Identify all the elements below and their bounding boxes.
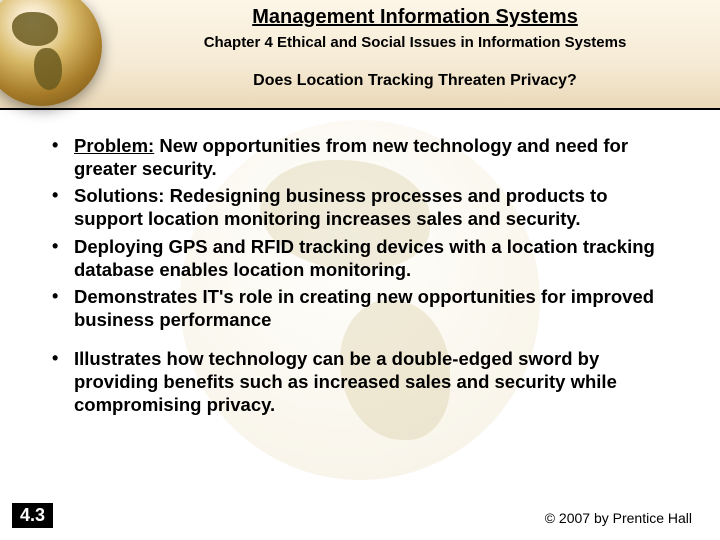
page-number-badge: 4.3 xyxy=(12,503,53,528)
bullet-item: Illustrates how technology can be a doub… xyxy=(46,347,674,416)
chapter-line: Chapter 4 Ethical and Social Issues in I… xyxy=(130,34,700,51)
bullet-gap xyxy=(46,335,674,347)
bullet-list-2: Illustrates how technology can be a doub… xyxy=(46,347,674,416)
slide-content: Problem: New opportunities from new tech… xyxy=(0,110,720,416)
continent-shape xyxy=(34,48,62,90)
bullet-text: Solutions: Redesigning business processe… xyxy=(74,185,608,229)
bullet-list: Problem: New opportunities from new tech… xyxy=(46,134,674,331)
bullet-text: Demonstrates IT's role in creating new o… xyxy=(74,286,654,330)
slide-title: Management Information Systems xyxy=(130,6,700,29)
bullet-text: Deploying GPS and RFID tracking devices … xyxy=(74,236,655,280)
bullet-item: Deploying GPS and RFID tracking devices … xyxy=(46,235,674,281)
bullet-item: Problem: New opportunities from new tech… xyxy=(46,134,674,180)
bullet-item: Solutions: Redesigning business processe… xyxy=(46,184,674,230)
bullet-lead: Problem: xyxy=(74,135,154,156)
globe-icon xyxy=(0,0,110,110)
bullet-text: New opportunities from new technology an… xyxy=(74,135,628,179)
bullet-text: Illustrates how technology can be a doub… xyxy=(74,348,617,415)
slide-subtitle: Does Location Tracking Threaten Privacy? xyxy=(130,72,700,90)
copyright-text: © 2007 by Prentice Hall xyxy=(545,510,692,526)
bullet-item: Demonstrates IT's role in creating new o… xyxy=(46,285,674,331)
slide-header: Management Information Systems Chapter 4… xyxy=(0,0,720,110)
